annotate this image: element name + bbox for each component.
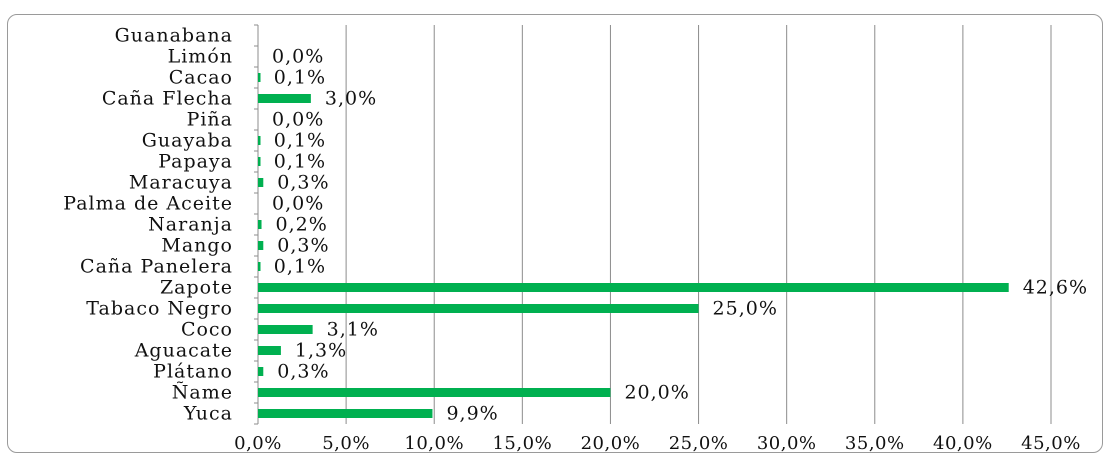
bar bbox=[258, 220, 262, 229]
data-label: 0,1% bbox=[274, 256, 326, 278]
category-label: Coco bbox=[181, 319, 233, 341]
category-label: Aguacate bbox=[134, 340, 233, 362]
data-label: 0,2% bbox=[276, 214, 328, 236]
bar bbox=[258, 241, 264, 250]
bar bbox=[258, 325, 313, 334]
category-label: Tabaco Negro bbox=[86, 298, 233, 320]
category-label: Zapote bbox=[160, 277, 233, 299]
bar bbox=[258, 367, 264, 376]
bar bbox=[258, 73, 261, 82]
category-label: Limón bbox=[168, 46, 233, 68]
data-label: 9,9% bbox=[446, 403, 498, 425]
data-label: 0,0% bbox=[272, 46, 324, 68]
bar bbox=[258, 136, 261, 145]
data-label: 0,1% bbox=[274, 130, 326, 152]
bar bbox=[258, 283, 1009, 292]
x-tick-label: 25,0% bbox=[669, 433, 729, 454]
data-label: 0,3% bbox=[277, 235, 329, 257]
data-label: 20,0% bbox=[624, 382, 689, 404]
data-label: 1,3% bbox=[295, 340, 347, 362]
category-label: Piña bbox=[187, 109, 233, 131]
data-label: 0,0% bbox=[272, 109, 324, 131]
category-label: Caña Flecha bbox=[102, 88, 233, 110]
x-tick-label: 0,0% bbox=[234, 433, 282, 454]
data-label: 3,1% bbox=[327, 319, 379, 341]
bar bbox=[258, 409, 433, 418]
data-label: 0,3% bbox=[277, 172, 329, 194]
bar bbox=[258, 388, 611, 397]
data-label: 0,3% bbox=[277, 361, 329, 383]
x-tick-label: 20,0% bbox=[581, 433, 641, 454]
x-tick-label: 15,0% bbox=[492, 433, 552, 454]
category-label: Caña Panelera bbox=[80, 256, 233, 278]
category-label: Yuca bbox=[183, 403, 233, 425]
bar-layer bbox=[258, 73, 1009, 418]
bar bbox=[258, 94, 311, 103]
data-label: 42,6% bbox=[1023, 277, 1088, 299]
bar bbox=[258, 346, 281, 355]
grid-layer bbox=[254, 24, 1052, 425]
chart-frame bbox=[7, 14, 1103, 453]
category-label: Ñame bbox=[172, 381, 233, 404]
data-label: 0,1% bbox=[274, 151, 326, 173]
x-tick-label: 45,0% bbox=[1021, 433, 1081, 454]
category-label: Palma de Aceite bbox=[63, 193, 233, 215]
category-label: Maracuya bbox=[129, 172, 233, 194]
x-tick-label: 30,0% bbox=[757, 433, 817, 454]
category-label: Guanabana bbox=[115, 25, 233, 47]
data-label: 0,0% bbox=[272, 193, 324, 215]
x-tick-label: 10,0% bbox=[404, 433, 464, 454]
category-label: Papaya bbox=[158, 151, 233, 173]
bar bbox=[258, 304, 699, 313]
category-label: Naranja bbox=[148, 214, 233, 236]
data-label: 0,1% bbox=[274, 67, 326, 89]
category-label: Guayaba bbox=[142, 130, 233, 152]
x-tick-labels: 0,0% 5,0% 10,0% 15,0% 20,0% 25,0% 30,0% 35,0% 40… bbox=[234, 433, 1081, 454]
bar bbox=[258, 178, 264, 187]
value-labels: 0,0%0,1%3,0%0,0%0,1%0,1%0,3%0,0%0,2%0,3%… bbox=[272, 46, 1088, 425]
data-label: 3,0% bbox=[325, 88, 377, 110]
category-label: Mango bbox=[161, 235, 233, 257]
data-label: 25,0% bbox=[713, 298, 778, 320]
x-tick-label: 40,0% bbox=[933, 433, 993, 454]
bar bbox=[258, 262, 261, 271]
category-label: Plátano bbox=[153, 361, 233, 383]
x-tick-label: 5,0% bbox=[322, 433, 370, 454]
bar bbox=[258, 157, 261, 166]
x-tick-label: 35,0% bbox=[845, 433, 905, 454]
category-label: Cacao bbox=[169, 67, 233, 89]
